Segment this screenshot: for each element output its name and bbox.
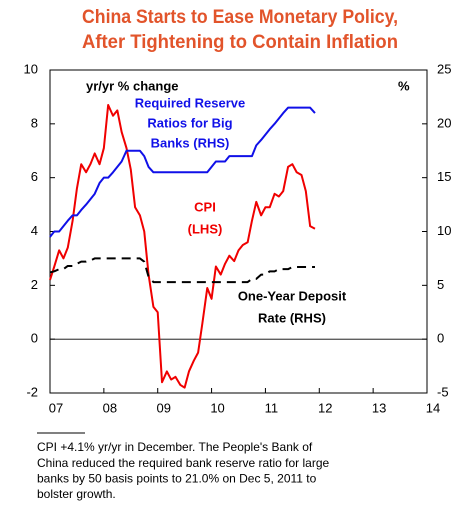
y-tick-label: 2	[31, 277, 38, 292]
series-line	[49, 106, 316, 238]
y2-tick-label: 15	[437, 169, 451, 184]
series-line	[49, 257, 315, 284]
x-tick-label: 11	[265, 400, 279, 415]
y2-tick-label: 20	[437, 115, 451, 130]
x-tick-label: 14	[426, 400, 440, 415]
annotation: Rate (RHS)	[258, 310, 326, 325]
annotation: One-Year Deposit	[238, 288, 347, 303]
y2-axis-label: %	[398, 78, 410, 93]
x-tick-label: 10	[210, 400, 224, 415]
chart-title: China Starts to Ease Monetary Policy,	[82, 7, 398, 28]
x-tick-label: 12	[318, 400, 332, 415]
annotation: Required Reserve	[135, 95, 246, 110]
footnote: China reduced the required bank reserve …	[37, 456, 329, 470]
y2-tick-label: 5	[437, 277, 444, 292]
x-tick-label: 13	[372, 400, 386, 415]
annotation: Banks (RHS)	[151, 135, 230, 150]
footnote: banks by 50 basis points to 21.0% on Dec…	[37, 471, 317, 485]
y-axis-label: yr/yr % change	[86, 78, 179, 93]
x-tick-label: 07	[49, 400, 63, 415]
x-tick-label: 09	[156, 400, 170, 415]
annotation: (LHS)	[188, 221, 223, 236]
y2-tick-label: -5	[437, 384, 449, 399]
y2-tick-label: 0	[437, 331, 444, 346]
y2-tick-label: 25	[437, 61, 451, 76]
y-tick-label: 6	[31, 169, 38, 184]
y-tick-label: 0	[31, 331, 38, 346]
y-tick-label: 4	[31, 223, 38, 238]
footnote: CPI +4.1% yr/yr in December. The People'…	[37, 440, 313, 454]
annotation: Ratios for Big	[147, 115, 232, 130]
annotation: CPI	[194, 199, 216, 214]
series-line	[49, 103, 316, 389]
footnote: bolster growth.	[37, 487, 116, 501]
y-tick-label: 10	[24, 61, 38, 76]
y2-tick-label: 10	[437, 223, 451, 238]
y-tick-label: -2	[26, 384, 38, 399]
y-tick-label: 8	[31, 115, 38, 130]
chart-title: After Tightening to Contain Inflation	[82, 32, 398, 53]
x-tick-label: 08	[103, 400, 117, 415]
